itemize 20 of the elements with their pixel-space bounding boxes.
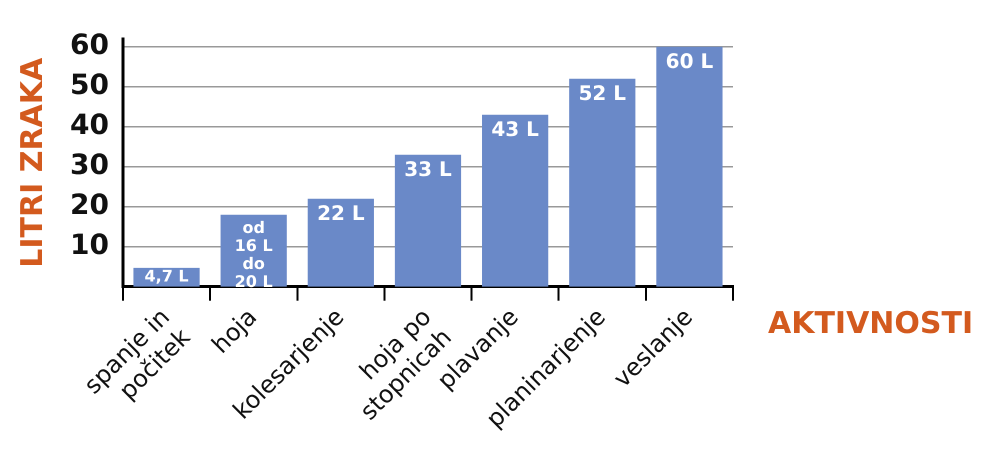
- y-tick-label: 20: [70, 188, 109, 222]
- y-tick-label: 50: [70, 68, 109, 102]
- data-label: 22 L: [317, 200, 365, 225]
- y-tick-label: 40: [70, 108, 109, 142]
- x-axis-title: AKTIVNOSTI: [768, 306, 974, 341]
- y-tick-label: 60: [70, 28, 109, 62]
- data-label: od 16 L do 20 L: [234, 218, 273, 291]
- bar: [569, 78, 636, 287]
- bar: [482, 114, 548, 287]
- y-axis-title: LITRI ZRAKA: [14, 56, 50, 268]
- data-label: 60 L: [666, 49, 714, 73]
- data-label: 52 L: [578, 80, 626, 105]
- bar: [308, 198, 374, 287]
- data-label: 43 L: [491, 116, 540, 141]
- bar: [656, 46, 723, 287]
- y-tick-label: 30: [70, 148, 109, 182]
- y-tick-label: 10: [70, 228, 109, 262]
- data-label: 4,7 L: [144, 266, 189, 286]
- data-label: 33 L: [404, 156, 452, 181]
- bar: [394, 154, 462, 287]
